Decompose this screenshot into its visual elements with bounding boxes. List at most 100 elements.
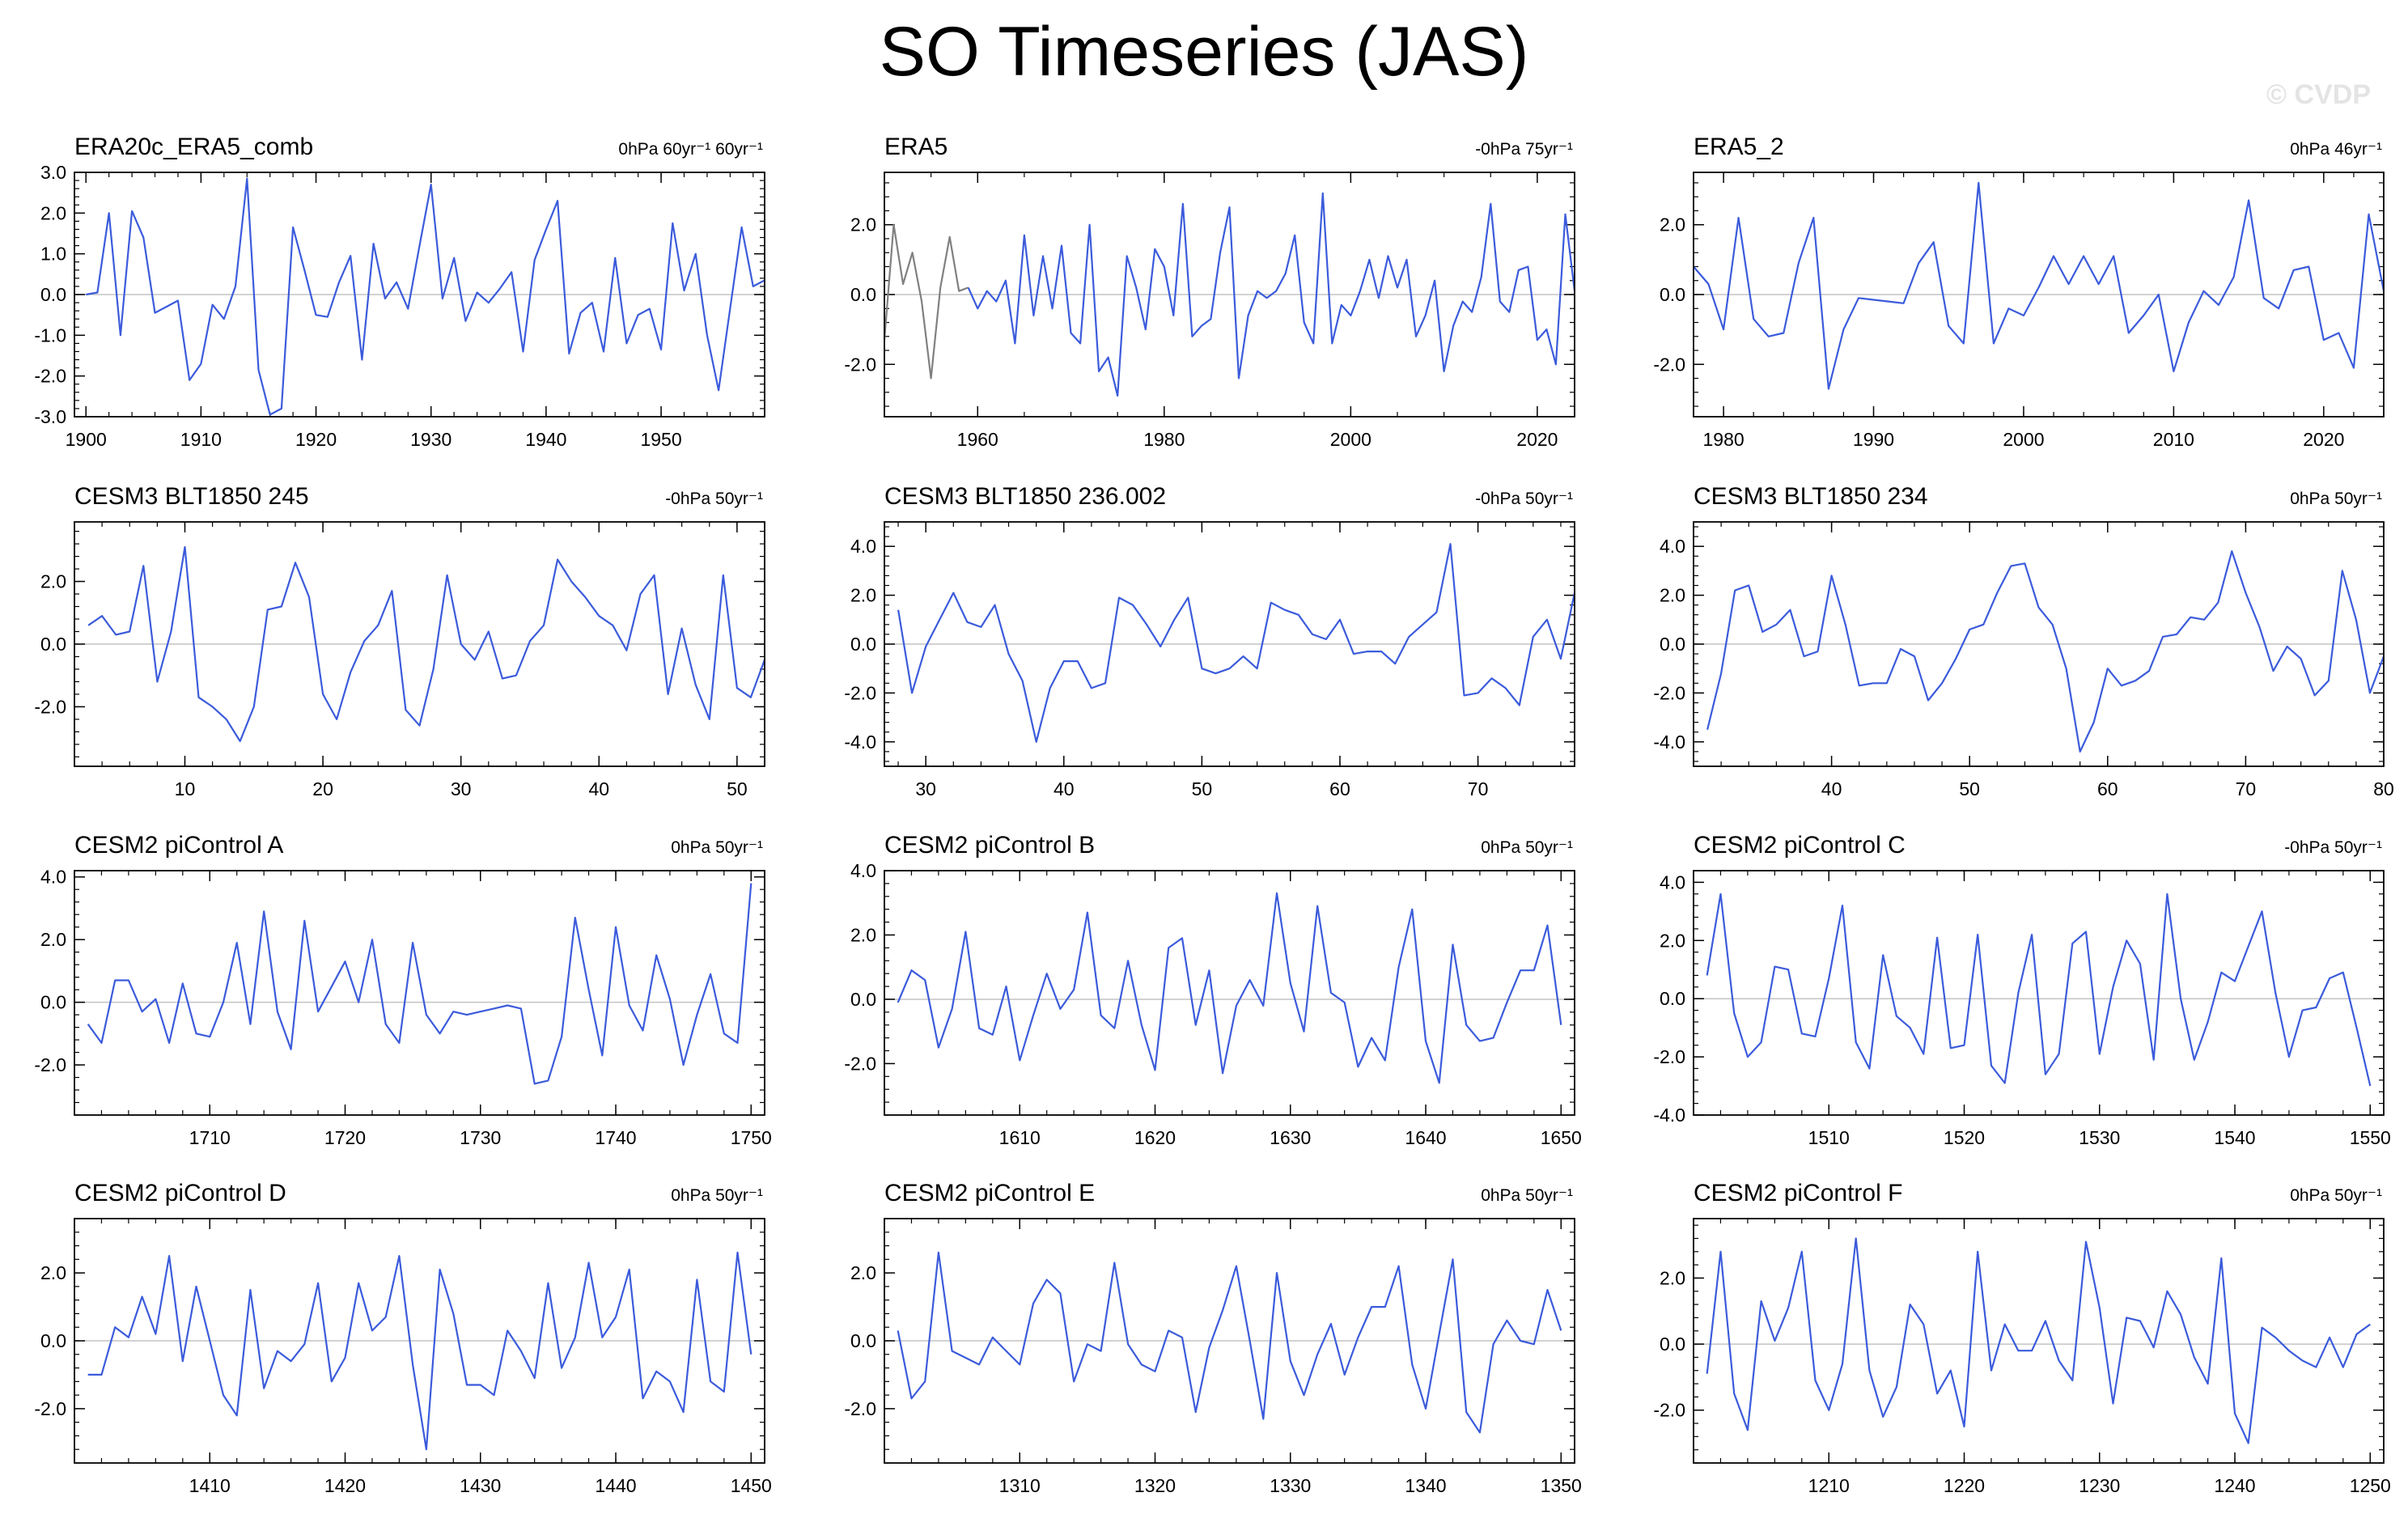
- panel-trend-label: 0hPa 50yr⁻¹: [671, 838, 763, 857]
- panel-title: CESM3 BLT1850 236.002: [884, 483, 1166, 510]
- x-tick-label: 30: [451, 778, 472, 799]
- x-tick-label: 60: [1329, 778, 1350, 799]
- y-tick-label: -2.0: [34, 696, 66, 717]
- x-tick-label: 1440: [595, 1475, 636, 1496]
- chart-panel: CESM2 piControl C -0hPa 50yr⁻¹ 1510 1520 153…: [1653, 832, 2391, 1148]
- y-tick-label: -3.0: [34, 406, 66, 427]
- y-tick-label: -2.0: [1653, 682, 1685, 703]
- x-tick-label: 1230: [2079, 1475, 2120, 1496]
- panel-title: CESM2 piControl C: [1694, 832, 1906, 859]
- y-tick-label: -2.0: [1653, 1400, 1685, 1421]
- x-tick-label: 1710: [189, 1127, 231, 1148]
- x-tick-label: 1530: [2079, 1127, 2120, 1148]
- plot-frame: [74, 1218, 765, 1464]
- panel-trend-label: -0hPa 75yr⁻¹: [1475, 140, 1573, 159]
- y-tick-label: 2.0: [1660, 1267, 1685, 1288]
- x-tick-label: 1980: [1143, 429, 1185, 450]
- y-tick-label: 2.0: [1660, 214, 1685, 235]
- panel-title: CESM2 piControl A: [74, 832, 283, 859]
- chart-panel: CESM3 BLT1850 236.002 -0hPa 50yr⁻¹ 30 40 50 6…: [844, 483, 1576, 799]
- x-tick-label: 1930: [410, 429, 451, 450]
- x-tick-label: 1730: [460, 1127, 501, 1148]
- y-tick-label: 2.0: [1660, 930, 1685, 951]
- y-tick-label: 4.0: [850, 536, 876, 557]
- x-tick-label: 1540: [2214, 1127, 2255, 1148]
- cvdp-watermark: © CVDP: [2266, 79, 2371, 110]
- y-tick-label: 0.0: [1660, 1334, 1685, 1355]
- y-tick-label: 0.0: [850, 1330, 876, 1351]
- plot-frame: [74, 521, 765, 767]
- x-tick-label: 40: [588, 778, 609, 799]
- x-tick-label: 1330: [1270, 1475, 1311, 1496]
- y-tick-label: 0.0: [1660, 284, 1685, 305]
- y-tick-label: 2.0: [850, 214, 876, 235]
- x-tick-label: 1750: [731, 1127, 772, 1148]
- x-tick-label: 2000: [1330, 429, 1371, 450]
- panel-title: CESM2 piControl D: [74, 1180, 286, 1206]
- plot-frame: [884, 172, 1575, 418]
- chart-panel: CESM3 BLT1850 245 -0hPa 50yr⁻¹ 10 20 30 40 50 -…: [34, 483, 766, 799]
- panel-trend-label: 0hPa 60yr⁻¹ 60yr⁻¹: [618, 140, 763, 159]
- series-line: [87, 883, 752, 1085]
- x-tick-label: 1410: [189, 1475, 231, 1496]
- panel-trend-label: 0hPa 50yr⁻¹: [2290, 490, 2382, 508]
- y-tick-label: -1.0: [34, 324, 66, 346]
- x-tick-label: 1340: [1405, 1475, 1446, 1496]
- y-tick-label: -2.0: [1653, 1046, 1685, 1067]
- series-line: [87, 1251, 752, 1451]
- x-tick-label: 10: [175, 778, 196, 799]
- y-tick-label: 0.0: [850, 634, 876, 655]
- y-tick-label: 2.0: [40, 202, 66, 223]
- y-tick-label: -4.0: [1653, 731, 1685, 753]
- y-tick-label: 2.0: [850, 585, 876, 606]
- series-line: [1706, 550, 2385, 753]
- panel-trend-label: 0hPa 46yr⁻¹: [2290, 140, 2382, 159]
- series-line: [897, 892, 1562, 1084]
- series-line: [86, 177, 765, 416]
- x-tick-label: 2010: [2153, 429, 2194, 450]
- panel-trend-label: 0hPa 50yr⁻¹: [2290, 1186, 2382, 1205]
- y-tick-label: 2.0: [40, 1262, 66, 1283]
- plot-frame: [1693, 521, 2385, 767]
- y-tick-label: 0.0: [40, 1330, 66, 1351]
- panel-title: CESM3 BLT1850 234: [1694, 483, 1928, 510]
- x-tick-label: 1910: [180, 429, 222, 450]
- x-tick-label: 1520: [1944, 1127, 1985, 1148]
- x-tick-label: 1420: [324, 1475, 366, 1496]
- panel-trend-label: -0hPa 50yr⁻¹: [2284, 838, 2382, 857]
- panel-trend-label: 0hPa 50yr⁻¹: [671, 1186, 763, 1205]
- x-tick-label: 2000: [2003, 429, 2044, 450]
- x-tick-label: 60: [2097, 778, 2118, 799]
- series-line: [1693, 181, 2385, 390]
- panel-title: ERA5: [884, 134, 948, 160]
- panel-trend-label: 0hPa 50yr⁻¹: [1481, 1186, 1573, 1205]
- plot-frame: [884, 521, 1575, 767]
- y-tick-label: 4.0: [1660, 871, 1685, 893]
- y-tick-label: 0.0: [850, 989, 876, 1010]
- panel-title: CESM2 piControl B: [884, 832, 1095, 859]
- chart-panel: CESM2 piControl B 0hPa 50yr⁻¹ 1610 1620 1630…: [844, 832, 1582, 1148]
- y-tick-label: -2.0: [844, 354, 876, 375]
- x-tick-label: 40: [1821, 778, 1842, 799]
- x-tick-label: 1650: [1541, 1127, 1582, 1148]
- plot-frame: [74, 172, 765, 418]
- series-line: [897, 1251, 1562, 1434]
- y-tick-label: 4.0: [40, 867, 66, 888]
- panel-trend-label: 0hPa 50yr⁻¹: [1481, 838, 1573, 857]
- x-tick-label: 1430: [460, 1475, 501, 1496]
- series-line: [1706, 893, 2372, 1087]
- y-tick-label: 4.0: [1660, 536, 1685, 557]
- x-tick-label: 70: [2236, 778, 2257, 799]
- x-tick-label: 1620: [1134, 1127, 1176, 1148]
- chart-panel: ERA5_2 0hPa 46yr⁻¹ 1980 1990 2000 2010 2020 -2.…: [1653, 134, 2385, 450]
- chart-panel: ERA20c_ERA5_comb 0hPa 60yr⁻¹ 60yr⁻¹ 1900 19…: [34, 134, 765, 450]
- y-tick-label: 0.0: [40, 634, 66, 655]
- x-tick-label: 1640: [1405, 1127, 1446, 1148]
- x-tick-label: 1220: [1944, 1475, 1985, 1496]
- x-tick-label: 1740: [595, 1127, 636, 1148]
- plot-frame: [1693, 172, 2385, 418]
- series-line: [897, 543, 1576, 743]
- chart-panel: CESM2 piControl D 0hPa 50yr⁻¹ 1410 1420 1430…: [34, 1180, 772, 1496]
- y-tick-label: 2.0: [1660, 585, 1685, 606]
- x-tick-label: 1350: [1541, 1475, 1582, 1496]
